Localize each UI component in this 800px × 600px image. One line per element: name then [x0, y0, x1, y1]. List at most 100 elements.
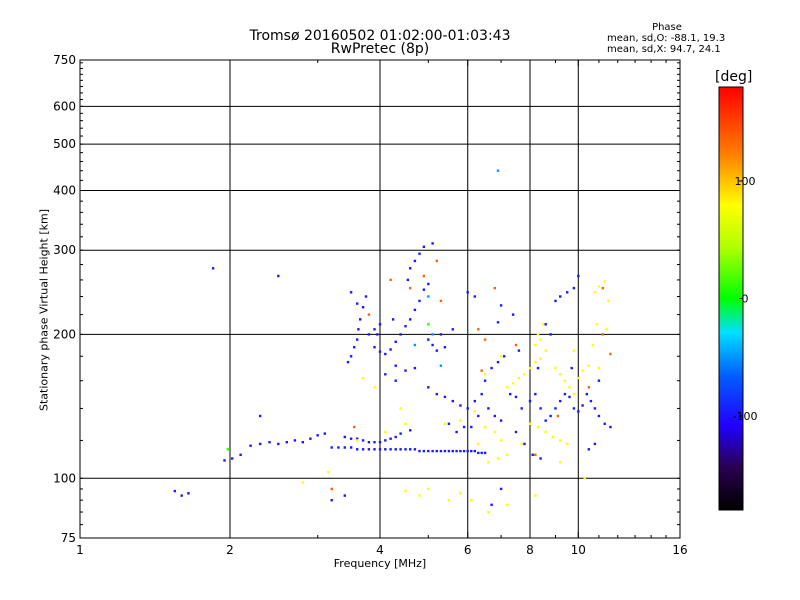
x-tick-label: 10 [571, 543, 586, 557]
x-axis-label: Frequency [MHz] [333, 557, 427, 570]
data-point [549, 414, 552, 418]
data-point [364, 295, 368, 298]
data-point [409, 267, 412, 270]
data-point [427, 295, 430, 298]
data-point [413, 366, 417, 370]
colorbar-label: [deg] [715, 69, 753, 85]
data-point [422, 245, 426, 248]
data-point [259, 442, 262, 446]
data-point [544, 323, 547, 326]
data-point [536, 366, 540, 370]
data-point [357, 328, 360, 331]
data-point [376, 333, 379, 336]
data-point [511, 313, 515, 316]
data-point [447, 422, 451, 425]
data-point [470, 449, 473, 453]
x-tick-label: 1 [76, 543, 84, 557]
data-point [493, 430, 496, 434]
data-point [356, 302, 359, 305]
data-point [496, 457, 500, 460]
data-point [595, 323, 599, 326]
data-point [603, 422, 606, 425]
data-point [459, 404, 462, 407]
data-point [367, 333, 371, 336]
data-point [409, 318, 412, 321]
data-point [309, 437, 312, 440]
data-point [459, 449, 462, 453]
data-point [601, 286, 604, 290]
data-point [499, 487, 503, 491]
data-point [404, 422, 407, 425]
data-point [583, 477, 586, 480]
data-point [373, 346, 376, 349]
data-point [349, 437, 353, 440]
data-point [330, 487, 333, 491]
data-point [477, 328, 480, 331]
y-tick-label: 600 [53, 99, 76, 113]
data-point [503, 355, 506, 358]
data-point [378, 448, 382, 451]
data-point [353, 346, 356, 349]
data-point [554, 366, 557, 370]
data-point [591, 343, 595, 347]
data-point [572, 392, 576, 396]
data-point [211, 267, 215, 270]
data-point [528, 366, 532, 370]
data-point [435, 349, 438, 352]
data-point [323, 432, 326, 435]
data-point [455, 449, 458, 453]
data-point [577, 410, 580, 413]
data-point [483, 451, 487, 455]
data-point [427, 386, 430, 389]
data-point [346, 360, 350, 364]
data-point [520, 407, 523, 410]
data-point [399, 407, 402, 410]
data-point [473, 295, 476, 298]
data-point [301, 481, 304, 484]
data-point [413, 259, 417, 263]
data-point [443, 449, 447, 453]
data-point [173, 489, 176, 493]
data-point [427, 487, 430, 491]
data-point [496, 169, 500, 172]
data-point [384, 448, 387, 451]
data-point [459, 419, 462, 422]
data-point [539, 407, 542, 410]
data-point [327, 470, 330, 474]
data-point [343, 446, 346, 449]
data-point [422, 449, 426, 453]
data-point [483, 373, 487, 376]
data-point [603, 280, 606, 283]
data-point [431, 333, 434, 336]
data-point [404, 448, 407, 451]
data-point [609, 352, 612, 356]
y-tick-label: 300 [53, 243, 76, 257]
y-tick-label: 200 [53, 327, 76, 341]
data-point [435, 259, 438, 263]
data-point [422, 288, 426, 291]
data-point [514, 343, 518, 347]
data-point [549, 333, 552, 336]
data-point [356, 439, 359, 442]
data-point [394, 364, 397, 367]
data-point [563, 392, 567, 396]
data-point [239, 453, 242, 456]
data-point [568, 386, 571, 389]
data-point [187, 492, 190, 495]
data-point [394, 435, 397, 439]
data-point [439, 299, 443, 303]
data-point [361, 439, 365, 442]
data-point [563, 379, 567, 382]
data-point [404, 325, 407, 328]
data-point [473, 449, 476, 453]
data-point [418, 494, 421, 497]
data-point [587, 364, 590, 367]
data-point [384, 439, 387, 442]
data-point [534, 360, 537, 364]
data-point [378, 323, 382, 326]
data-point [443, 422, 447, 425]
data-point [514, 430, 518, 434]
data-point [466, 449, 469, 453]
data-point [427, 449, 430, 453]
data-point [477, 442, 480, 446]
